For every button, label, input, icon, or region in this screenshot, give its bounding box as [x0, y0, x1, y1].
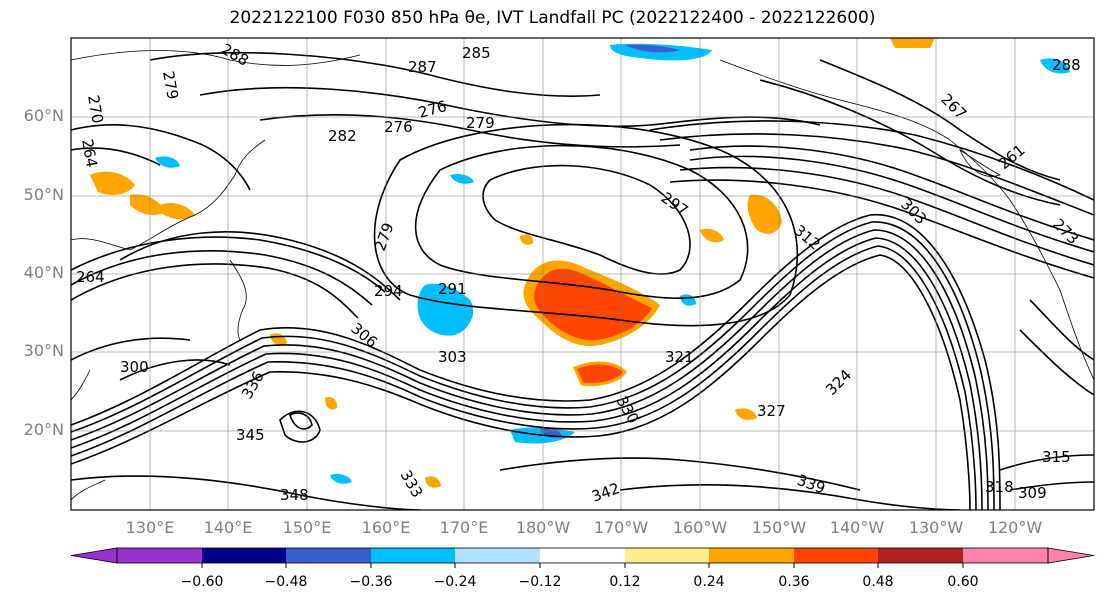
contour-label: 303 [438, 348, 467, 366]
shade-warm-7 [890, 38, 935, 48]
contour-label: 282 [328, 127, 357, 145]
lon-label-160e: 160°E [361, 518, 411, 537]
lat-label-20n: 20°N [23, 420, 64, 439]
lat-label-30n: 30°N [23, 341, 64, 360]
colorbar-swatch [540, 548, 625, 563]
colorbar-swatch [202, 548, 286, 563]
gridlines [71, 38, 1094, 510]
contour-label: 294 [374, 282, 403, 300]
shade-hot-core [534, 268, 652, 341]
lat-label-50n: 50°N [23, 185, 64, 204]
lon-label-140e: 140°E [203, 518, 253, 537]
shade-cool-7 [450, 173, 474, 184]
contour-label: 300 [120, 358, 149, 376]
contour-label: 279 [466, 114, 495, 132]
colorbar-swatch [286, 548, 371, 563]
contour-layer [71, 52, 1094, 510]
shade-warm-4 [90, 171, 135, 196]
colorbar-tick-label: 0.48 [862, 574, 894, 590]
contour-label: 264 [76, 268, 105, 286]
colorbar-swatch [709, 548, 794, 563]
colorbar-extend-min [70, 547, 118, 564]
shading-layer [90, 38, 1070, 488]
lat-label-60n: 60°N [23, 106, 64, 125]
colorbar-swatch [117, 548, 202, 563]
colorbar-swatch [371, 548, 455, 563]
contour-label: 318 [985, 478, 1014, 496]
shade-warm-12 [425, 476, 441, 488]
colorbar-tick-label: −0.36 [349, 574, 393, 590]
shade-cool-1 [417, 283, 474, 336]
contour-label: 345 [236, 426, 265, 444]
contour-label: 276 [384, 118, 413, 136]
coastlines [71, 50, 1094, 501]
shade-cool-8 [155, 156, 180, 168]
colorbar-swatch [625, 548, 709, 563]
shade-warm-11 [735, 408, 757, 420]
colorbar [70, 547, 1095, 564]
contour-label: 309 [1018, 484, 1047, 502]
colorbar-outline [116, 547, 1049, 564]
colorbar-swatch [794, 548, 878, 563]
shade-warm-3 [747, 194, 782, 234]
colorbar-tick-label: −0.48 [264, 574, 308, 590]
shade-cool-6 [1040, 58, 1070, 74]
colorbar-swatch [963, 548, 1048, 563]
shade-warm-2 [573, 361, 627, 386]
contour-label: 348 [280, 486, 309, 504]
lon-label-150w: 150°W [751, 518, 807, 537]
colorbar-tick-label: 0.24 [693, 574, 725, 590]
shade-warm-5 [130, 194, 165, 216]
contour-label: 288 [1052, 56, 1081, 74]
lon-label-130w: 130°W [908, 518, 964, 537]
lon-label-120w: 120°W [987, 518, 1043, 537]
shade-cool-10 [330, 473, 352, 484]
contour-label: 270 [84, 94, 107, 125]
lon-label-180w: 180°W [515, 518, 571, 537]
contour-label: 287 [408, 58, 437, 76]
lon-label-160w: 160°W [672, 518, 728, 537]
shade-cool-3 [540, 427, 562, 438]
colorbar-swatch [455, 548, 540, 563]
contour-label: 285 [462, 44, 491, 62]
lon-label-150e: 150°E [282, 518, 332, 537]
shade-warm-9 [700, 228, 724, 243]
plot-frame [70, 37, 1095, 511]
contour-label: 327 [757, 402, 786, 420]
shade-warm-8 [520, 234, 534, 245]
lon-label-130e: 130°E [125, 518, 175, 537]
colorbar-tick-label: −0.12 [518, 574, 562, 590]
contour-label: 264 [78, 138, 101, 169]
contour-label: 279 [159, 70, 182, 101]
lon-label-140w: 140°W [829, 518, 885, 537]
lat-label-40n: 40°N [23, 263, 64, 282]
colorbar-tick-label: 0.12 [609, 574, 641, 590]
colorbar-tick-label: 0.36 [778, 574, 810, 590]
colorbar-tick-label: 0.60 [947, 574, 979, 590]
colorbar-tick-label: −0.24 [433, 574, 477, 590]
colorbar-ticks [201, 563, 964, 568]
shade-warm-10 [325, 397, 338, 410]
shade-cool-5 [625, 44, 680, 53]
shade-warm-6 [160, 203, 195, 220]
contour-label: 291 [438, 280, 467, 298]
lon-label-170e: 170°E [439, 518, 489, 537]
figure-title: 2022122100 F030 850 hPa θe, IVT Landfall… [229, 8, 876, 28]
colorbar-tick-label: −0.60 [180, 574, 224, 590]
contour-label: 315 [1042, 448, 1071, 466]
colorbar-extend-max [1047, 547, 1095, 564]
lon-label-170w: 170°W [593, 518, 649, 537]
contour-label: 321 [665, 348, 694, 366]
colorbar-swatch [878, 548, 963, 563]
